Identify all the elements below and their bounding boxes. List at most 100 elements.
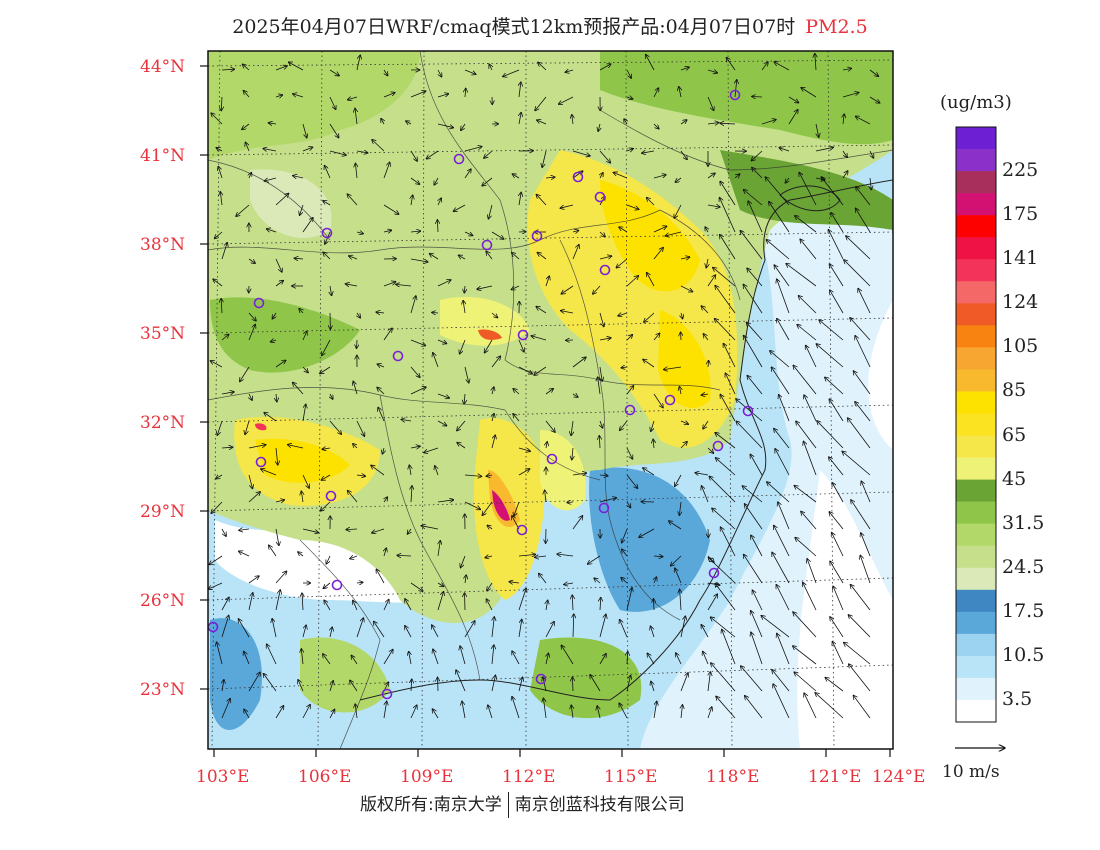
wind-vector xyxy=(599,231,605,237)
wind-vector xyxy=(329,420,342,434)
colorbar-tick-label: 45 xyxy=(1002,467,1027,490)
wind-vector xyxy=(248,576,259,584)
wind-vector xyxy=(679,87,681,98)
wind-vector xyxy=(266,229,277,232)
wind-vector xyxy=(848,615,871,638)
wind-vector xyxy=(653,247,663,260)
wind-vector xyxy=(599,475,608,476)
wind-vector xyxy=(777,633,790,665)
wind-vector xyxy=(646,198,655,206)
wind-vector xyxy=(715,583,736,611)
wind-vector xyxy=(410,446,420,448)
wind-vector xyxy=(680,150,687,160)
wind-vector xyxy=(856,187,871,206)
wind-vector xyxy=(626,97,633,99)
wind-vector xyxy=(302,218,313,233)
wind-vector xyxy=(437,500,454,502)
wind-vector xyxy=(557,554,574,556)
wind-vector xyxy=(437,220,438,233)
wind-vector xyxy=(663,367,682,370)
wind-vector xyxy=(571,420,573,436)
wind-vector xyxy=(817,421,844,449)
wind-vector xyxy=(680,285,693,292)
wind-vector xyxy=(777,279,790,314)
wind-vector xyxy=(486,599,493,611)
wind-vector xyxy=(298,552,304,556)
wind-vector xyxy=(429,254,439,260)
wind-vector xyxy=(647,653,655,665)
wind-vector xyxy=(465,88,466,98)
city-marker xyxy=(546,453,558,465)
wind-vector xyxy=(703,420,709,429)
wind-vector xyxy=(464,232,473,236)
wind-vector xyxy=(320,366,331,374)
city-marker xyxy=(255,456,267,468)
wind-vector xyxy=(598,123,600,131)
lon-label: 109°E xyxy=(400,767,453,787)
wind-vector xyxy=(329,150,346,155)
wind-vector xyxy=(410,150,417,161)
wind-vector xyxy=(272,312,276,319)
wind-vector xyxy=(534,366,547,375)
wind-vector xyxy=(464,69,476,74)
wind-vector xyxy=(765,177,790,206)
wind-vector xyxy=(464,501,481,510)
wind-vector xyxy=(572,595,573,611)
wind-vector xyxy=(785,177,789,183)
wind-vector xyxy=(220,192,222,206)
map-frame xyxy=(207,50,894,750)
wind-vector xyxy=(679,386,681,395)
wind-vector xyxy=(518,619,522,638)
wind-vector xyxy=(712,508,736,530)
lat-label: 23°N xyxy=(140,680,185,700)
city-marker xyxy=(712,440,724,452)
wind-vector xyxy=(708,360,709,368)
wind-vector xyxy=(622,528,628,543)
wind-vector xyxy=(825,377,844,395)
wind-vector xyxy=(221,615,229,638)
wind-vector xyxy=(464,621,475,638)
wind-vector xyxy=(321,474,331,480)
wind-vector xyxy=(216,148,223,151)
colorbar-swatch xyxy=(956,655,996,679)
wind-vector xyxy=(701,394,709,395)
wind-vector xyxy=(745,696,763,719)
wind-vector xyxy=(299,308,303,314)
wind-vector xyxy=(329,96,336,110)
wind-vector xyxy=(244,709,250,719)
wind-vector xyxy=(221,528,226,536)
wind-vector xyxy=(492,645,494,665)
wind-vector xyxy=(239,551,250,557)
wind-vector xyxy=(710,617,736,638)
wind-vector xyxy=(590,675,601,692)
colorbar-tick-label: 3.5 xyxy=(1002,687,1033,710)
axis-ticks xyxy=(200,65,891,757)
wind-vector xyxy=(703,334,709,341)
wind-vector xyxy=(850,584,871,611)
wind-vector xyxy=(512,253,520,260)
wind-vector xyxy=(572,230,579,232)
wind-vector-field xyxy=(208,53,880,719)
wind-vector xyxy=(272,619,277,638)
wind-vector xyxy=(794,485,817,503)
wind-vector xyxy=(849,664,871,692)
wind-vector xyxy=(432,625,439,638)
wind-vector xyxy=(833,586,844,611)
wind-vector xyxy=(761,120,776,125)
wind-vector xyxy=(599,150,611,163)
colorbar-tick-label: 175 xyxy=(1002,203,1039,226)
wind-vector xyxy=(572,244,579,260)
wind-vector xyxy=(433,649,439,665)
city-marker xyxy=(599,264,611,276)
wind-vector xyxy=(650,626,655,638)
wind-vector xyxy=(546,442,547,449)
wind-vector xyxy=(816,123,819,137)
wind-vector xyxy=(518,588,526,611)
copyright-separator xyxy=(507,792,509,818)
copyright-left: 版权所有:南京大学 xyxy=(360,795,502,815)
wind-vector xyxy=(486,475,493,476)
wind-vector xyxy=(518,366,532,374)
wind-vector xyxy=(829,457,844,476)
map-plot-area xyxy=(208,51,893,749)
wind-vector xyxy=(593,285,601,294)
